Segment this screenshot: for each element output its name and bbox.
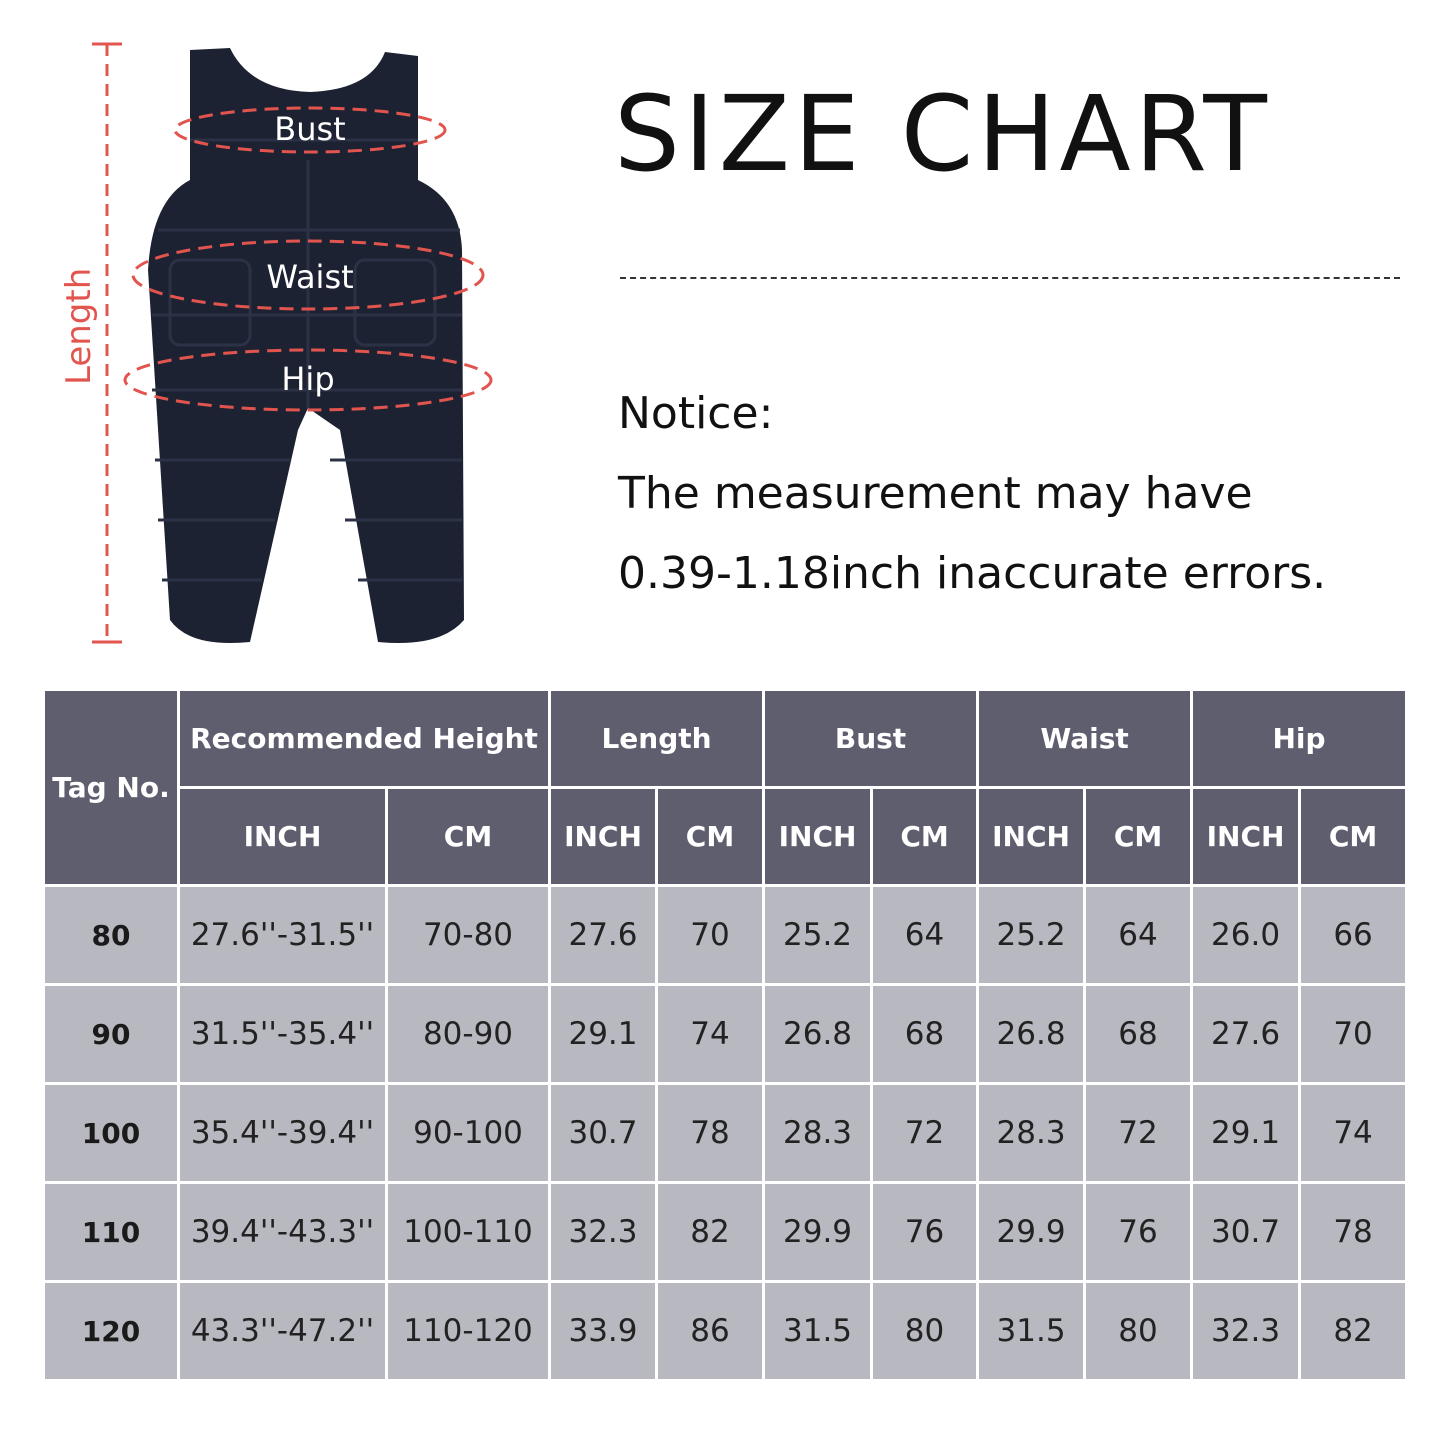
table-cell: 80 [870,1280,980,1382]
length-marker [92,42,122,644]
table-cell: 26.8 [762,983,874,1085]
table-cell: 70-80 [385,884,551,986]
table-cell: 31.5''-35.4'' [177,983,388,1085]
tag-header: Tag No. [42,688,180,887]
table-cell: 76 [870,1181,980,1283]
table-row: 110 39.4''-43.3'' 100-110 32.3 82 29.9 76 29.9 7… [42,1181,1409,1283]
group-header: Bust [762,688,980,789]
tag-cell: 90 [42,983,180,1085]
hip-label: Hip [281,360,334,398]
divider [620,277,1400,279]
table-cell: 26.0 [1190,884,1302,986]
unit-header: INCH [548,786,658,887]
table-cell: 110-120 [385,1280,551,1382]
page-title: SIZE CHART [614,73,1271,195]
table-cell: 68 [1083,983,1194,1085]
table-cell: 25.2 [762,884,874,986]
table-cell: 86 [654,1280,766,1382]
table-cell: 78 [1298,1181,1409,1283]
table-cell: 64 [870,884,980,986]
bust-label: Bust [274,110,345,148]
unit-header: CM [870,786,980,887]
table-cell: 82 [654,1181,766,1283]
table-row: 80 27.6''-31.5'' 70-80 27.6 70 25.2 64 25.2 64 26… [42,884,1409,986]
table-cell: 66 [1298,884,1409,986]
unit-header: CM [385,786,551,887]
unit-header: CM [1298,786,1409,887]
table-cell: 31.5 [762,1280,874,1382]
table-cell: 25.2 [976,884,1087,986]
table-cell: 30.7 [1190,1181,1302,1283]
waist-label: Waist [266,258,353,296]
header-row-units: INCH CM INCH CM INCH CM INCH CM INCH CM [44,786,1409,887]
size-table: Tag No. Recommended Height Length Bust W… [42,688,1409,1382]
table-cell: 82 [1298,1280,1409,1382]
measure-ellipses [123,106,493,412]
table-cell: 70 [654,884,766,986]
table-cell: 90-100 [385,1082,551,1184]
table-cell: 74 [654,983,766,1085]
table-cell: 74 [1298,1082,1409,1184]
table-row: 90 31.5''-35.4'' 80-90 29.1 74 26.8 68 26.8 68 27… [42,983,1409,1085]
group-header: Hip [1190,688,1409,789]
table-cell: 35.4''-39.4'' [177,1082,388,1184]
unit-header: INCH [762,786,874,887]
table-cell: 29.1 [548,983,658,1085]
header-row-groups: Tag No. Recommended Height Length Bust W… [42,688,1409,887]
unit-header: INCH [1190,786,1302,887]
notice-line-2: 0.39-1.18inch inaccurate errors. [618,548,1327,599]
table-cell: 27.6 [548,884,658,986]
group-header: Waist [976,688,1194,789]
table-cell: 29.9 [762,1181,874,1283]
table-cell: 72 [1083,1082,1194,1184]
garment-diagram: Length Bust Waist Hip [59,42,493,644]
table-cell: 70 [1298,983,1409,1085]
unit-header: CM [1083,786,1194,887]
table-cell: 64 [1083,884,1194,986]
tag-cell: 80 [42,884,180,986]
table-cell: 26.8 [976,983,1087,1085]
tag-cell: 110 [42,1181,180,1283]
table-cell: 29.1 [1190,1082,1302,1184]
table-cell: 100-110 [385,1181,551,1283]
table-cell: 28.3 [976,1082,1087,1184]
table-cell: 39.4''-43.3'' [177,1181,388,1283]
table-cell: 28.3 [762,1082,874,1184]
table-cell: 78 [654,1082,766,1184]
notice-heading: Notice: [618,388,774,439]
table-cell: 27.6''-31.5'' [177,884,388,986]
table-cell: 32.3 [1190,1280,1302,1382]
table-row: 100 35.4''-39.4'' 90-100 30.7 78 28.3 72 28.3 72… [42,1082,1409,1184]
tag-cell: 100 [42,1082,180,1184]
table-cell: 33.9 [548,1280,658,1382]
unit-header: INCH [976,786,1087,887]
table-cell: 68 [870,983,980,1085]
table-cell: 72 [870,1082,980,1184]
tag-cell: 120 [42,1280,180,1382]
table-cell: 30.7 [548,1082,658,1184]
unit-header: CM [654,786,766,887]
table-cell: 43.3''-47.2'' [177,1280,388,1382]
group-header: Length [547,688,766,789]
table-row: 120 43.3''-47.2'' 110-120 33.9 86 31.5 80 31.5 8… [42,1280,1409,1382]
overalls-image [148,48,464,644]
table-cell: 29.9 [976,1181,1087,1283]
table-cell: 76 [1083,1181,1194,1283]
table-cell: 32.3 [548,1181,658,1283]
table-cell: 27.6 [1190,983,1302,1085]
table-cell: 31.5 [976,1280,1087,1382]
table-cell: 80 [1083,1280,1194,1382]
table-cell: 80-90 [385,983,551,1085]
group-header: Recommended Height [177,688,551,789]
notice-line-1: The measurement may have [618,468,1253,519]
unit-header: INCH [177,786,388,887]
length-label: Length [59,268,99,385]
